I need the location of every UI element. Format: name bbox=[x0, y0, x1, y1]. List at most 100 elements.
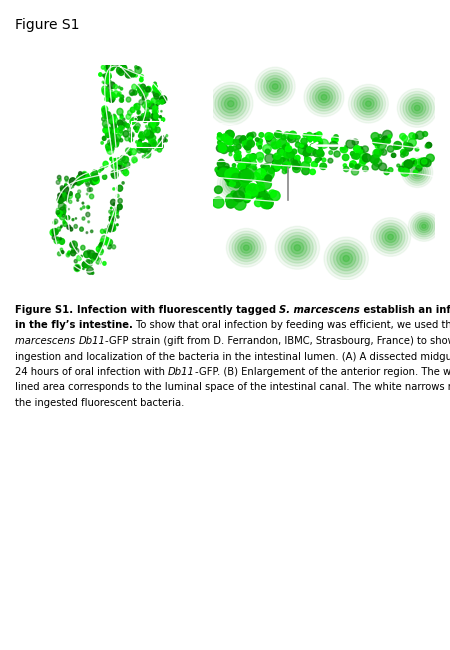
Circle shape bbox=[226, 228, 266, 267]
Circle shape bbox=[120, 114, 123, 117]
Circle shape bbox=[69, 192, 72, 196]
Circle shape bbox=[110, 133, 112, 135]
Circle shape bbox=[105, 73, 111, 79]
Circle shape bbox=[313, 149, 321, 157]
Circle shape bbox=[140, 78, 143, 82]
Circle shape bbox=[293, 160, 297, 164]
Circle shape bbox=[348, 84, 388, 123]
Circle shape bbox=[148, 114, 151, 117]
Circle shape bbox=[63, 193, 66, 196]
Circle shape bbox=[57, 196, 63, 203]
Circle shape bbox=[148, 132, 153, 138]
Circle shape bbox=[60, 227, 62, 228]
Circle shape bbox=[112, 117, 118, 123]
Circle shape bbox=[110, 90, 112, 92]
Circle shape bbox=[397, 164, 400, 167]
Circle shape bbox=[385, 138, 391, 144]
Circle shape bbox=[374, 159, 382, 166]
Circle shape bbox=[320, 163, 327, 170]
Circle shape bbox=[124, 124, 127, 127]
Circle shape bbox=[100, 167, 103, 170]
Circle shape bbox=[146, 87, 150, 92]
Circle shape bbox=[158, 145, 161, 148]
Circle shape bbox=[415, 170, 419, 175]
Circle shape bbox=[162, 118, 165, 122]
Circle shape bbox=[85, 263, 89, 268]
Circle shape bbox=[99, 242, 103, 246]
Circle shape bbox=[135, 124, 140, 129]
Circle shape bbox=[244, 185, 251, 192]
Circle shape bbox=[329, 151, 333, 155]
Circle shape bbox=[127, 111, 132, 115]
Circle shape bbox=[96, 246, 101, 252]
Circle shape bbox=[261, 198, 271, 209]
Circle shape bbox=[298, 145, 308, 155]
Circle shape bbox=[153, 144, 159, 151]
Circle shape bbox=[88, 250, 95, 258]
Circle shape bbox=[135, 66, 137, 69]
Circle shape bbox=[249, 154, 256, 161]
Circle shape bbox=[382, 229, 399, 245]
Circle shape bbox=[102, 88, 108, 95]
Circle shape bbox=[258, 146, 261, 149]
Circle shape bbox=[106, 80, 111, 85]
Circle shape bbox=[148, 103, 154, 109]
Circle shape bbox=[244, 170, 252, 177]
Circle shape bbox=[122, 162, 126, 166]
Circle shape bbox=[105, 79, 109, 83]
Circle shape bbox=[208, 82, 253, 125]
Circle shape bbox=[113, 159, 119, 165]
Circle shape bbox=[121, 99, 123, 102]
Circle shape bbox=[238, 239, 255, 256]
Circle shape bbox=[111, 122, 115, 126]
Circle shape bbox=[107, 76, 110, 80]
Circle shape bbox=[101, 235, 108, 242]
Circle shape bbox=[69, 227, 73, 231]
Circle shape bbox=[108, 95, 115, 102]
Circle shape bbox=[217, 166, 253, 200]
Circle shape bbox=[318, 92, 330, 103]
Circle shape bbox=[74, 248, 79, 254]
Circle shape bbox=[82, 202, 84, 204]
Circle shape bbox=[244, 143, 251, 150]
Circle shape bbox=[72, 218, 74, 221]
Circle shape bbox=[109, 66, 113, 70]
Circle shape bbox=[116, 60, 122, 67]
Circle shape bbox=[118, 130, 123, 136]
Circle shape bbox=[233, 181, 238, 186]
Circle shape bbox=[246, 149, 251, 153]
Circle shape bbox=[102, 167, 104, 169]
Circle shape bbox=[109, 223, 116, 230]
Circle shape bbox=[158, 148, 162, 152]
Circle shape bbox=[360, 157, 367, 164]
Circle shape bbox=[261, 167, 274, 180]
Circle shape bbox=[58, 229, 60, 231]
Circle shape bbox=[218, 142, 225, 150]
Circle shape bbox=[317, 158, 319, 161]
Circle shape bbox=[77, 177, 84, 184]
Circle shape bbox=[122, 127, 124, 129]
Circle shape bbox=[363, 166, 368, 172]
Circle shape bbox=[415, 159, 424, 168]
Circle shape bbox=[93, 170, 98, 176]
Circle shape bbox=[58, 176, 61, 179]
Circle shape bbox=[130, 148, 132, 151]
Circle shape bbox=[351, 153, 357, 159]
Circle shape bbox=[154, 94, 159, 99]
Circle shape bbox=[108, 112, 110, 114]
Circle shape bbox=[404, 160, 413, 168]
Circle shape bbox=[109, 218, 113, 222]
Circle shape bbox=[88, 207, 90, 208]
Circle shape bbox=[66, 253, 70, 257]
Circle shape bbox=[241, 166, 247, 172]
Circle shape bbox=[400, 133, 406, 139]
Circle shape bbox=[86, 193, 88, 195]
Circle shape bbox=[78, 173, 84, 180]
Circle shape bbox=[235, 157, 241, 162]
Circle shape bbox=[67, 193, 68, 194]
Circle shape bbox=[111, 170, 117, 177]
Circle shape bbox=[288, 156, 297, 164]
Circle shape bbox=[148, 151, 151, 154]
Circle shape bbox=[403, 144, 408, 148]
Circle shape bbox=[117, 164, 121, 169]
